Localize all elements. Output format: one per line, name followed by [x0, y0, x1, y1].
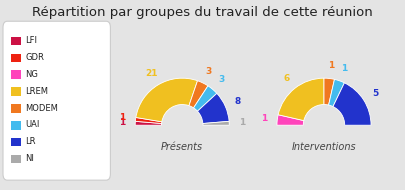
- Text: Répartition par groupes du travail de cette réunion: Répartition par groupes du travail de ce…: [32, 6, 373, 19]
- Wedge shape: [198, 93, 229, 124]
- Wedge shape: [189, 81, 208, 108]
- Text: LFI: LFI: [25, 36, 37, 45]
- Text: 1: 1: [328, 61, 334, 70]
- Bar: [11, 155, 21, 163]
- Text: 8: 8: [234, 97, 241, 105]
- Text: 3: 3: [206, 67, 212, 76]
- Text: MODEM: MODEM: [25, 104, 58, 112]
- Bar: [11, 87, 21, 96]
- Bar: [11, 37, 21, 45]
- Text: LR: LR: [25, 137, 36, 146]
- Wedge shape: [135, 117, 162, 124]
- Text: 3: 3: [218, 75, 224, 84]
- Wedge shape: [328, 79, 344, 107]
- Bar: [11, 70, 21, 79]
- Bar: [11, 121, 21, 130]
- Text: 1: 1: [119, 113, 126, 122]
- Wedge shape: [278, 78, 324, 121]
- Text: NG: NG: [25, 70, 38, 79]
- Text: Interventions: Interventions: [292, 142, 356, 152]
- Text: NI: NI: [25, 154, 34, 163]
- Bar: [11, 54, 21, 62]
- Text: LREM: LREM: [25, 87, 48, 96]
- FancyBboxPatch shape: [3, 21, 111, 180]
- Wedge shape: [203, 121, 229, 125]
- Wedge shape: [194, 86, 217, 111]
- Text: 6: 6: [284, 74, 290, 83]
- Wedge shape: [135, 121, 162, 125]
- Bar: [11, 104, 21, 113]
- Text: 1: 1: [239, 118, 245, 127]
- Text: Présents: Présents: [161, 142, 203, 152]
- Text: 1: 1: [341, 64, 347, 73]
- Text: UAI: UAI: [25, 120, 39, 129]
- Wedge shape: [324, 78, 335, 105]
- Text: 21: 21: [145, 69, 158, 78]
- Wedge shape: [136, 78, 198, 122]
- Wedge shape: [333, 83, 371, 125]
- Text: 1: 1: [261, 114, 267, 123]
- Text: GDR: GDR: [25, 53, 44, 62]
- Text: 5: 5: [372, 89, 378, 98]
- Wedge shape: [277, 115, 304, 125]
- Text: 1: 1: [119, 118, 125, 127]
- Bar: [11, 138, 21, 146]
